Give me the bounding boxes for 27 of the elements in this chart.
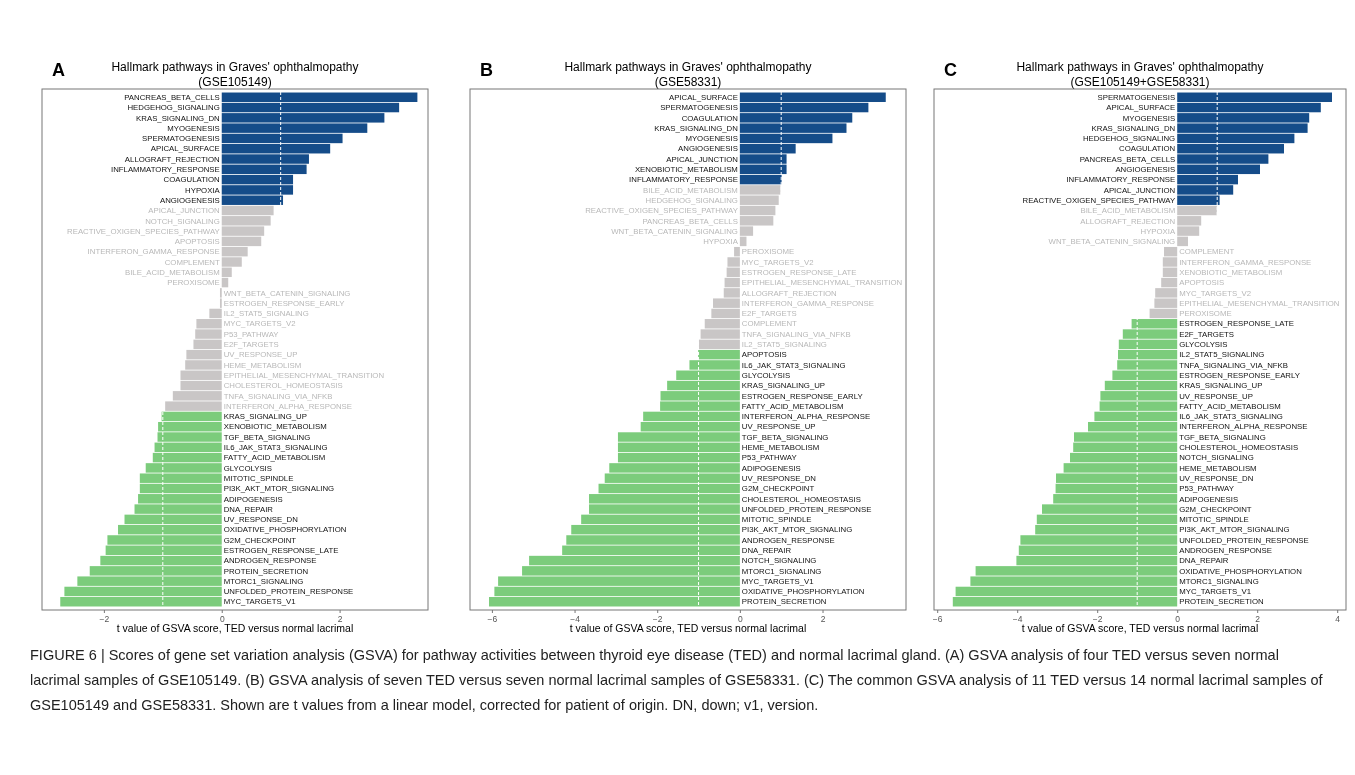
chart-subtitle: (GSE58331) <box>654 75 722 89</box>
x-tick-label: −6 <box>487 614 498 625</box>
x-axis-title: t value of GSVA score, TED versus normal lacrimal <box>1021 622 1259 634</box>
chart-title: Hallmark pathways in Graves' ophthalmopathy <box>111 60 359 74</box>
x-tick-label: 2 <box>820 614 826 625</box>
chart-title: Hallmark pathways in Graves' ophthalmopathy <box>564 60 812 74</box>
x-tick-label: −2 <box>99 614 110 625</box>
x-tick-label: 2 <box>1255 614 1261 625</box>
x-axis-title: t value of GSVA score, TED versus normal lacrimal <box>116 622 354 634</box>
x-tick-label: 2 <box>337 614 343 625</box>
x-tick-label: 0 <box>219 614 225 625</box>
text: A <box>52 60 65 80</box>
text: C <box>944 60 957 80</box>
x-tick-label: −6 <box>932 614 943 625</box>
x-tick-label: −2 <box>1092 614 1103 625</box>
x-tick-label: −4 <box>570 614 581 625</box>
x-tick-label: 4 <box>1335 614 1341 625</box>
x-tick-label: 0 <box>1175 614 1181 625</box>
chart-subtitle: (GSE105149) <box>198 75 272 89</box>
x-axis-title: t value of GSVA score, TED versus normal lacrimal <box>569 622 807 634</box>
caption: FIGURE 6 | Scores of gene set variation analysis (GSVA) for pathway activities between thyroid eye disease (TED) and normal lacrimal gland. (A) GSVA analysis of four TED versus seven normal lacrimal samples of GSE105149. (B) GSVA analysis of seven TED versus seven normal lacrimal samples of GSE58331. (C) The common GSVA analysis of 11 TED versus 14 normal lacrimal samples of GSE105149 and GSE58331. Shown are t values from a linear model, corrected for patient of origin. DN, down; v1, version. <box>30 646 1324 715</box>
x-tick-label: −2 <box>652 614 663 625</box>
x-tick-label: 0 <box>738 614 743 625</box>
x-tick-label: −4 <box>1012 614 1023 625</box>
text: B <box>480 60 493 80</box>
chart-title: Hallmark pathways in Graves' ophthalmopathy <box>1016 60 1264 74</box>
chart-subtitle: (GSE105149+GSE58331) <box>1070 75 1210 89</box>
